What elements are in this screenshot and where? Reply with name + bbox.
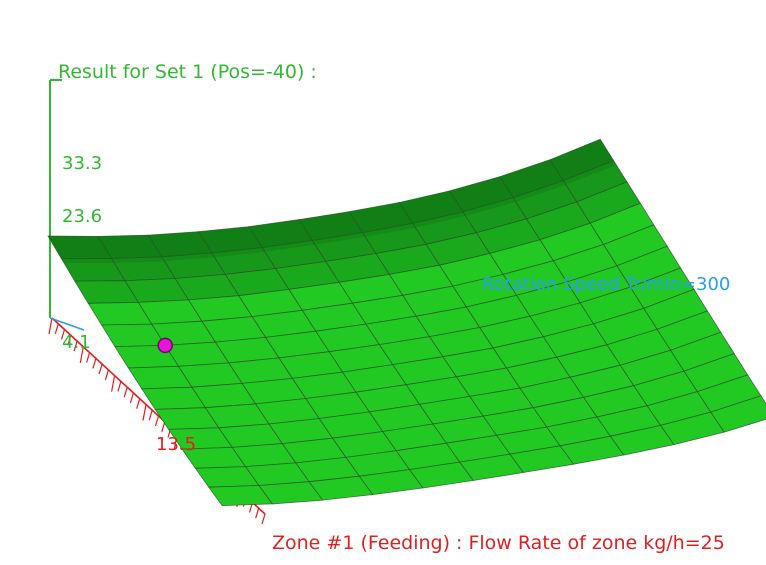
x-axis-tick xyxy=(136,398,141,409)
y-tick-label: 4.1 xyxy=(62,332,91,353)
x-axis-tick xyxy=(60,329,66,340)
y-tick-label: 23.6 xyxy=(62,206,102,227)
x-axis-tick xyxy=(117,381,122,392)
x-axis-tick xyxy=(48,317,53,335)
surface-cell xyxy=(710,395,766,433)
x-axis-tick xyxy=(86,352,91,363)
x-axis-tick xyxy=(142,404,147,421)
x-axis-tick xyxy=(98,363,103,375)
x-tick-label: 13.5 xyxy=(156,434,196,455)
x-axis-tick xyxy=(92,358,97,369)
side-axis-label: Rotation Speed Tr/min=300 xyxy=(482,274,730,295)
x-axis-tick xyxy=(79,346,84,363)
chart-title: Result for Set 1 (Pos=-40) : xyxy=(58,61,317,83)
x-axis-tick xyxy=(154,415,160,427)
x-axis-label: Zone #1 (Feeding) : Flow Rate of zone kg… xyxy=(272,532,725,554)
x-axis-tick xyxy=(67,335,72,346)
x-axis-tick xyxy=(148,410,153,421)
y-tick-label: 33.3 xyxy=(62,153,102,174)
x-axis-tick xyxy=(104,369,109,381)
surface-shade-band xyxy=(48,139,617,264)
x-axis-tick xyxy=(111,375,116,392)
x-axis-tick xyxy=(255,508,260,519)
data-marker-point xyxy=(157,337,173,354)
x-axis-tick xyxy=(54,323,59,334)
side-axis-line xyxy=(49,317,85,331)
x-axis-tick xyxy=(261,513,266,525)
x-axis-tick xyxy=(123,387,128,398)
x-axis-tick xyxy=(73,340,78,352)
x-axis-tick xyxy=(129,392,134,404)
surface-layer xyxy=(47,138,766,507)
